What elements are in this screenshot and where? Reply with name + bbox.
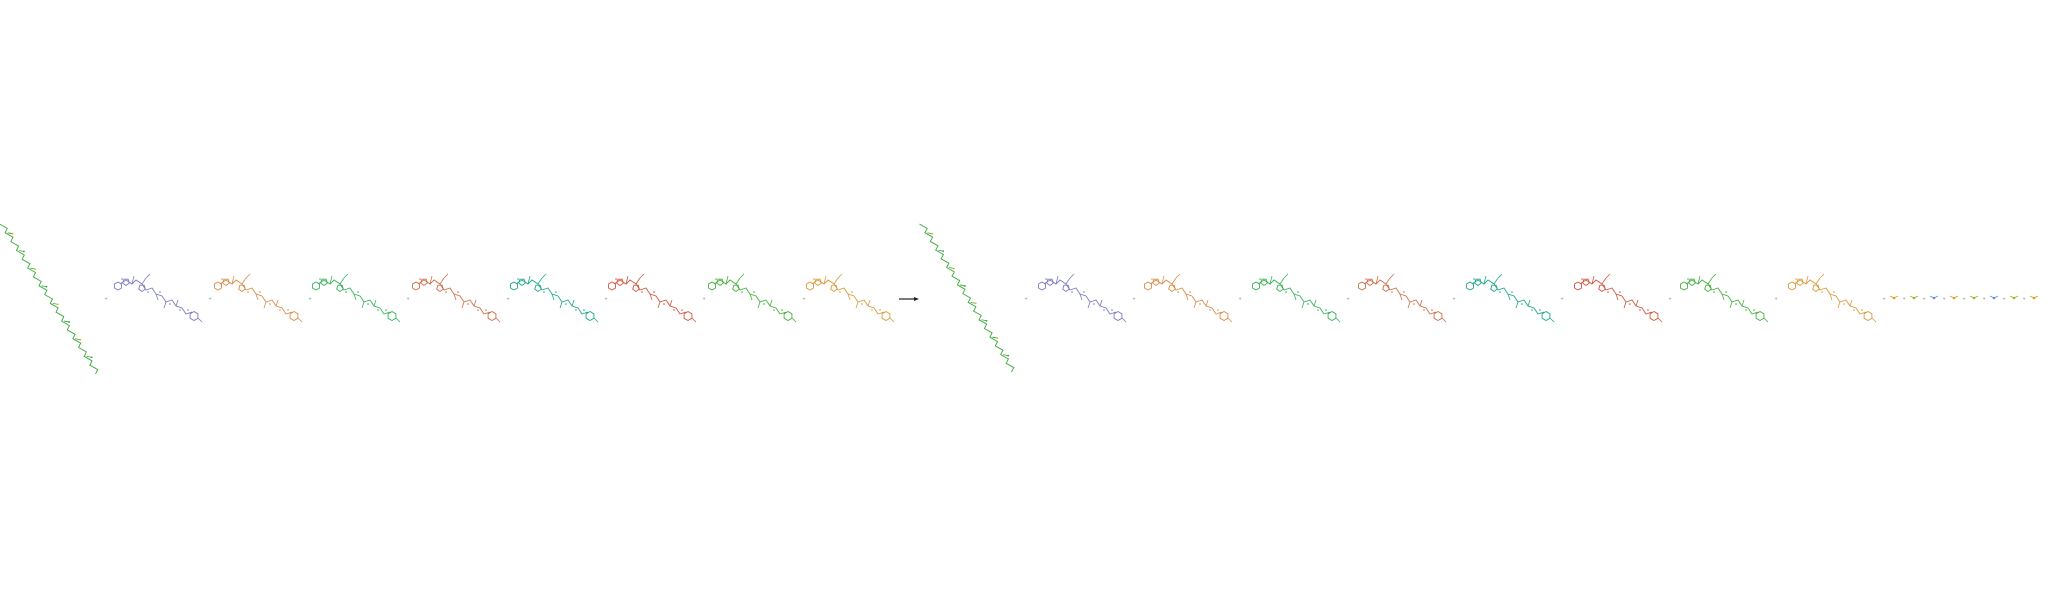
reactants-group: + + + + + + + +: [0, 223, 895, 375]
reactant-molecule-4: [312, 273, 401, 323]
product-plus-sign-4: +: [1346, 296, 1349, 301]
small-molecule-2: [1909, 295, 1919, 300]
product-molecule-9: [1788, 273, 1877, 323]
product-plus-sign-1: +: [1024, 296, 1027, 301]
small-plus-sign-3: +: [1942, 296, 1945, 301]
reactant-plus-sign-7: +: [702, 296, 705, 301]
small-plus-sign-1: +: [1902, 296, 1905, 301]
reactant-molecule-9: [806, 273, 895, 323]
reactant-molecule-2: [114, 273, 203, 323]
product-plus-sign-6: +: [1560, 296, 1563, 301]
small-molecule-5: [1969, 295, 1979, 300]
reactant-plus-sign-1: +: [104, 296, 107, 301]
product-molecule-1: [919, 223, 1015, 373]
product-molecule-4: [1252, 273, 1341, 323]
small-molecule-8: [2029, 295, 2039, 300]
small-plus-sign-0: +: [1882, 296, 1885, 301]
reactant-molecule-3: [214, 273, 303, 323]
product-plus-sign-3: +: [1238, 296, 1241, 301]
reactant-plus-sign-3: +: [308, 296, 311, 301]
small-molecule-1: [1889, 295, 1899, 300]
reactant-plus-sign-2: +: [208, 296, 211, 301]
reactant-molecule-1: [0, 223, 99, 375]
small-plus-sign-4: +: [1962, 296, 1965, 301]
small-plus-sign-2: +: [1922, 296, 1925, 301]
reaction-arrow: [899, 297, 919, 301]
product-molecule-3: [1144, 273, 1233, 323]
small-plus-sign-6: +: [2002, 296, 2005, 301]
small-molecule-7: [2009, 295, 2019, 300]
small-molecule-3: [1929, 295, 1939, 300]
reactant-plus-sign-5: +: [506, 296, 509, 301]
product-plus-sign-5: +: [1452, 296, 1455, 301]
small-products-group: + + + + + + + +: [1882, 295, 2039, 301]
product-molecule-2: [1038, 273, 1127, 323]
reactant-plus-sign-8: +: [802, 296, 805, 301]
reactant-molecule-6: [510, 273, 599, 323]
products-group: + + + + + + + +: [919, 223, 1877, 373]
product-plus-sign-7: +: [1668, 296, 1671, 301]
product-molecule-8: [1680, 273, 1769, 323]
small-molecule-4: [1949, 295, 1959, 300]
reactant-plus-sign-4: +: [406, 296, 409, 301]
small-molecule-6: [1989, 295, 1999, 300]
small-plus-sign-7: +: [2022, 296, 2025, 301]
product-plus-sign-8: +: [1774, 296, 1777, 301]
small-plus-sign-5: +: [1982, 296, 1985, 301]
product-plus-sign-2: +: [1132, 296, 1135, 301]
product-molecule-5: [1358, 273, 1447, 323]
product-molecule-6: [1466, 273, 1555, 323]
product-molecule-7: [1574, 273, 1663, 323]
reactant-molecule-5: [412, 273, 501, 323]
reactant-plus-sign-6: +: [604, 296, 607, 301]
reactant-molecule-8: [708, 273, 797, 323]
reactant-molecule-7: [608, 273, 697, 323]
